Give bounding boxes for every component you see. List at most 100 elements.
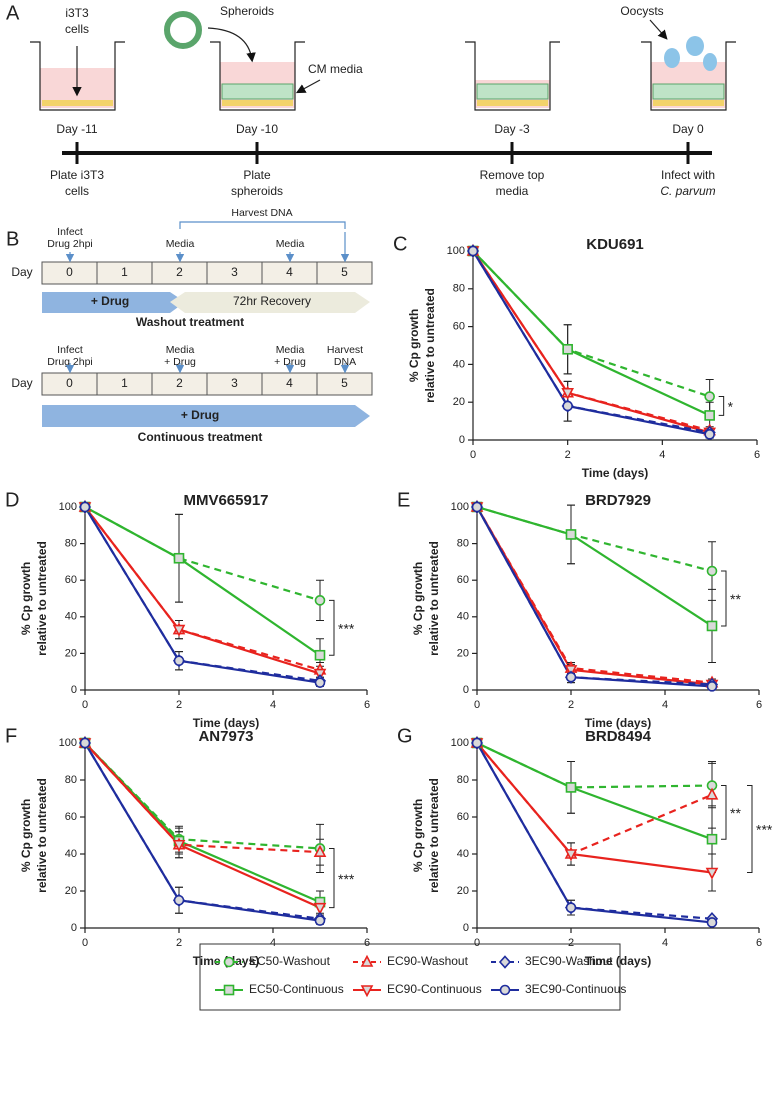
day-number: 4 bbox=[286, 265, 293, 279]
marker bbox=[172, 839, 186, 852]
y-tick-label: 20 bbox=[65, 647, 77, 659]
y-tick-label: 100 bbox=[451, 737, 469, 749]
panel-label: C bbox=[393, 233, 407, 255]
panel-label: D bbox=[5, 489, 19, 511]
legend-label: EC50-Washout bbox=[249, 954, 331, 968]
drug-arrow bbox=[42, 405, 370, 427]
y-tick-label: 100 bbox=[59, 501, 77, 513]
y-tick-label: 0 bbox=[459, 434, 465, 446]
x-tick-label: 2 bbox=[568, 699, 574, 711]
chart-title: KDU691 bbox=[586, 236, 644, 253]
x-tick-label: 4 bbox=[659, 449, 665, 461]
day-number: 2 bbox=[176, 376, 183, 390]
marker bbox=[705, 867, 719, 880]
legend-marker bbox=[360, 954, 374, 967]
marker bbox=[79, 501, 91, 513]
x-tick-label: 4 bbox=[270, 699, 276, 711]
series-line bbox=[472, 250, 710, 436]
series-line bbox=[84, 742, 321, 850]
bracket bbox=[179, 221, 346, 229]
note: Media bbox=[166, 344, 195, 356]
callout: cells bbox=[65, 22, 89, 36]
day-number: 2 bbox=[176, 265, 183, 279]
note: Harvest bbox=[327, 344, 363, 356]
significance-bracket bbox=[721, 785, 727, 840]
note: Harvest DNA bbox=[231, 207, 292, 219]
marker bbox=[704, 410, 715, 421]
marker bbox=[562, 343, 573, 355]
legend-marker bbox=[498, 955, 512, 969]
series-line bbox=[84, 506, 321, 684]
chart-title: BRD8494 bbox=[585, 728, 652, 745]
caption: Washout treatment bbox=[136, 315, 244, 329]
day-number: 4 bbox=[286, 376, 293, 390]
y-tick-label: 20 bbox=[457, 885, 469, 897]
series-line bbox=[84, 506, 321, 671]
x-tick-label: 2 bbox=[565, 449, 571, 461]
day-number: 0 bbox=[66, 265, 73, 279]
x-axis-label: Time (days) bbox=[585, 954, 651, 968]
y-tick-label: 80 bbox=[65, 774, 77, 786]
marker bbox=[314, 677, 326, 688]
arrow-label: 72hr Recovery bbox=[233, 294, 311, 308]
x-tick-label: 0 bbox=[474, 937, 480, 949]
series-line bbox=[472, 250, 711, 398]
y-tick-label: 20 bbox=[457, 647, 469, 659]
marker bbox=[471, 501, 483, 513]
panel-label: B bbox=[6, 228, 19, 250]
day-label: Day -3 bbox=[494, 122, 530, 136]
marker bbox=[565, 671, 577, 683]
y-tick-label: 40 bbox=[457, 611, 469, 623]
marker bbox=[173, 894, 185, 906]
x-tick-label: 6 bbox=[754, 449, 760, 461]
caption: Plate bbox=[243, 168, 271, 182]
y-tick-label: 80 bbox=[457, 538, 469, 550]
marker bbox=[313, 844, 327, 857]
chart-title: MMV665917 bbox=[183, 492, 268, 509]
series-line bbox=[472, 250, 710, 434]
series-line bbox=[84, 506, 321, 682]
y-axis-label: % Cp growth bbox=[411, 562, 425, 635]
marker bbox=[705, 787, 719, 800]
day-number: 5 bbox=[341, 376, 348, 390]
arrow-label: + Drug bbox=[91, 294, 129, 308]
legend-marker bbox=[223, 984, 235, 996]
x-tick-label: 4 bbox=[270, 937, 276, 949]
series-line bbox=[476, 506, 713, 688]
panel-label: G bbox=[397, 725, 413, 747]
note: Drug 2hpi bbox=[47, 356, 93, 368]
marker bbox=[467, 245, 479, 257]
series-line bbox=[476, 506, 713, 686]
day-number: 1 bbox=[121, 265, 128, 279]
y-tick-label: 0 bbox=[71, 922, 77, 934]
y-tick-label: 40 bbox=[65, 848, 77, 860]
marker bbox=[704, 391, 715, 402]
x-tick-label: 2 bbox=[568, 937, 574, 949]
y-tick-label: 40 bbox=[453, 358, 465, 370]
arrow bbox=[295, 79, 321, 94]
y-tick-label: 0 bbox=[463, 922, 469, 934]
y-axis-label: relative to untreated bbox=[35, 778, 49, 893]
significance-bracket bbox=[721, 570, 727, 627]
series-line bbox=[84, 742, 321, 909]
series-line bbox=[84, 742, 321, 922]
x-axis-label: Time (days) bbox=[585, 716, 651, 730]
marker bbox=[173, 655, 185, 667]
marker bbox=[314, 649, 326, 661]
caption: C. parvum bbox=[660, 184, 715, 198]
marker bbox=[314, 595, 326, 606]
significance-label: *** bbox=[756, 822, 773, 838]
note: + Drug bbox=[164, 356, 196, 368]
significance-bracket bbox=[329, 599, 335, 656]
series-line bbox=[472, 250, 710, 432]
note: DNA bbox=[334, 356, 356, 368]
y-axis-label: relative to untreated bbox=[427, 541, 441, 656]
marker bbox=[565, 902, 577, 913]
chart-title: BRD7929 bbox=[585, 492, 651, 509]
well bbox=[641, 36, 736, 111]
callout: Spheroids bbox=[220, 4, 274, 18]
marker bbox=[706, 620, 718, 632]
panel-b: B Harvest DNA Infect Drug 2hpi Media Med… bbox=[6, 207, 370, 444]
y-tick-label: 0 bbox=[463, 684, 469, 696]
series-line bbox=[476, 742, 713, 789]
